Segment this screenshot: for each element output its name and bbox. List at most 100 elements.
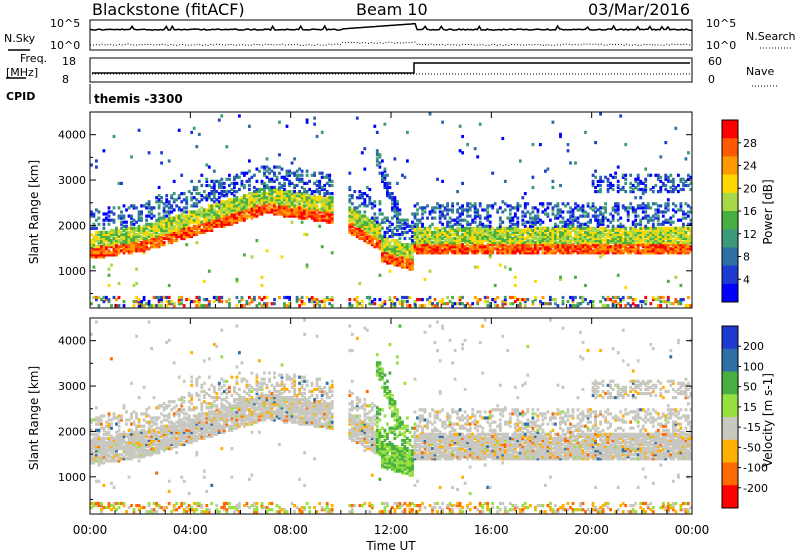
velocity-cell bbox=[127, 449, 131, 453]
power-cell bbox=[263, 190, 266, 194]
power-cell bbox=[325, 181, 329, 185]
power-cell bbox=[245, 179, 249, 183]
power-cell bbox=[293, 208, 296, 212]
velocity-cell bbox=[127, 457, 131, 461]
power-cell bbox=[288, 302, 291, 306]
power-cell bbox=[438, 206, 442, 210]
power-cell bbox=[160, 239, 163, 243]
power-cell bbox=[529, 228, 532, 232]
power-cell bbox=[180, 230, 184, 234]
power-cell bbox=[185, 243, 189, 247]
velocity-cell bbox=[112, 506, 116, 510]
power-cell bbox=[273, 298, 276, 302]
velocity-cell bbox=[125, 449, 128, 453]
power-cell bbox=[217, 206, 221, 210]
freq-label: Freq. bbox=[20, 52, 47, 65]
power-cell bbox=[348, 304, 352, 308]
power-cell bbox=[546, 228, 550, 232]
power-cell bbox=[202, 228, 206, 232]
power-cell bbox=[689, 245, 693, 249]
power-cell bbox=[90, 239, 93, 243]
power-cell bbox=[674, 228, 678, 232]
power-cell bbox=[687, 304, 690, 308]
power-cell bbox=[677, 249, 680, 253]
power-cell bbox=[651, 228, 655, 232]
power-cell bbox=[436, 251, 439, 255]
power-cell bbox=[172, 198, 176, 202]
power-cell bbox=[436, 226, 439, 230]
power-cell bbox=[523, 230, 527, 234]
power-cell bbox=[416, 247, 419, 251]
power-cell bbox=[596, 220, 600, 224]
power-cell bbox=[549, 295, 552, 300]
power-cell bbox=[594, 218, 597, 222]
power-cell bbox=[205, 214, 209, 218]
power-cell bbox=[631, 239, 635, 243]
power-cell bbox=[554, 245, 557, 249]
power-cell bbox=[167, 224, 171, 228]
power-cell bbox=[431, 241, 434, 245]
power-cell bbox=[187, 214, 191, 218]
power-cell bbox=[288, 295, 291, 300]
power-cell bbox=[554, 226, 557, 230]
power-cell bbox=[408, 245, 412, 249]
velocity-cell bbox=[140, 428, 143, 432]
power-cell bbox=[235, 220, 239, 224]
power-cell bbox=[205, 304, 209, 308]
power-cell bbox=[197, 132, 201, 136]
power-cell bbox=[172, 208, 176, 212]
power-cell bbox=[233, 208, 236, 212]
velocity-cell bbox=[125, 418, 128, 422]
power-cell bbox=[190, 218, 194, 222]
power-cell bbox=[383, 255, 387, 259]
power-cell bbox=[363, 216, 367, 220]
power-cell bbox=[571, 239, 575, 243]
velocity-cell bbox=[135, 412, 138, 416]
power-cell bbox=[398, 247, 402, 251]
power-cell bbox=[508, 241, 512, 245]
power-cell bbox=[177, 194, 181, 198]
power-cell bbox=[654, 243, 658, 247]
power-cell bbox=[486, 224, 490, 228]
power-cell bbox=[313, 212, 316, 216]
power-cell bbox=[441, 245, 444, 249]
power-cell bbox=[398, 243, 402, 247]
power-cell bbox=[594, 236, 597, 241]
power-cell bbox=[177, 302, 181, 306]
power-cell bbox=[554, 239, 557, 243]
power-cell bbox=[601, 295, 605, 300]
power-cell bbox=[308, 210, 311, 214]
velocity-cell bbox=[110, 508, 113, 512]
power-cell bbox=[679, 247, 683, 251]
power-cell bbox=[428, 112, 432, 116]
velocity-cell bbox=[97, 430, 101, 434]
power-cell bbox=[631, 220, 635, 224]
power-cell bbox=[609, 185, 612, 190]
power-cell bbox=[636, 222, 640, 226]
power-cell bbox=[310, 216, 314, 220]
power-cell bbox=[496, 251, 500, 255]
power-cell bbox=[508, 295, 512, 300]
power-cell bbox=[248, 204, 251, 208]
power-cell bbox=[516, 241, 520, 245]
power-cell bbox=[609, 241, 612, 245]
power-cell bbox=[438, 300, 442, 304]
velocity-cell bbox=[110, 442, 113, 447]
power-cell bbox=[197, 210, 201, 214]
power-cell bbox=[278, 212, 281, 216]
power-cell bbox=[488, 255, 492, 259]
power-cell bbox=[115, 243, 118, 247]
power-cell bbox=[669, 179, 673, 183]
power-cell bbox=[285, 208, 289, 212]
velocity-cell bbox=[102, 483, 106, 487]
velocity-cell bbox=[95, 406, 98, 410]
power-cell bbox=[165, 222, 169, 226]
power-cell bbox=[160, 304, 163, 308]
power-cell bbox=[481, 236, 485, 241]
power-cell bbox=[624, 249, 628, 253]
power-cell bbox=[659, 232, 663, 237]
power-cell bbox=[451, 236, 454, 241]
power-colorbar-tick-label: 8 bbox=[743, 251, 750, 264]
power-cell bbox=[396, 228, 399, 232]
power-cell bbox=[574, 241, 577, 245]
